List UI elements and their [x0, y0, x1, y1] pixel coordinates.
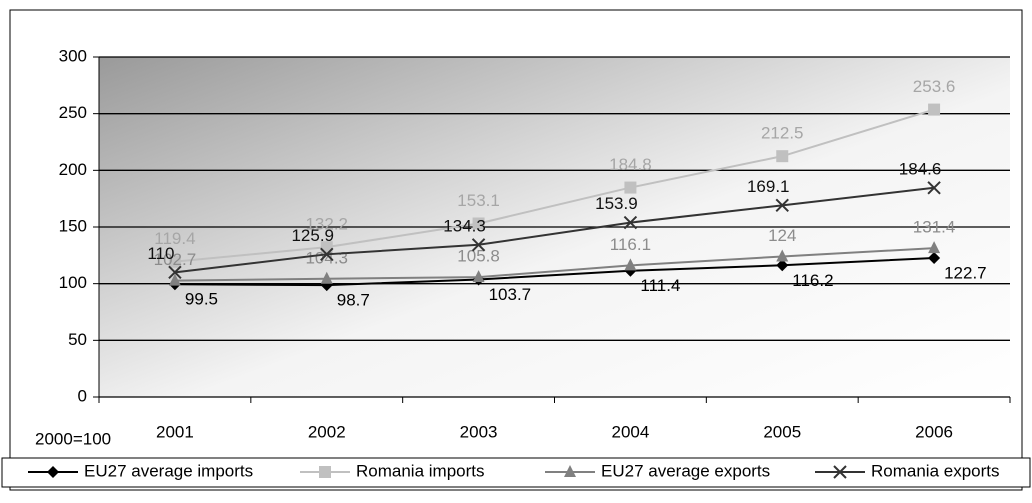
y-tick-label: 0	[78, 386, 87, 405]
data-label: 98.7	[337, 291, 370, 310]
data-label: 125.9	[291, 226, 334, 245]
point	[928, 241, 941, 254]
y-tick-label: 300	[59, 46, 87, 65]
legend-label: EU27 average exports	[601, 461, 770, 480]
data-label: 116.2	[792, 271, 833, 290]
point	[624, 258, 637, 271]
data-label: 169.1	[747, 177, 790, 196]
x-tick-label: 2006	[915, 422, 953, 441]
data-label: 116.1	[610, 235, 651, 254]
point	[776, 150, 789, 163]
point	[168, 273, 181, 286]
data-label: 119.4	[154, 229, 195, 248]
point	[928, 103, 941, 116]
legend-label: Romania imports	[356, 461, 485, 480]
point	[472, 270, 485, 283]
point	[624, 181, 637, 194]
point	[928, 251, 941, 264]
data-label: 99.5	[185, 290, 218, 309]
x-tick-label: 2002	[308, 422, 346, 441]
annotation: 2000=100	[35, 429, 111, 448]
data-label: 111.4	[640, 276, 680, 295]
data-label: 132.2	[305, 215, 348, 234]
data-label: 103.7	[489, 285, 532, 304]
series-line	[174, 256, 935, 287]
data-label: 153.1	[457, 191, 500, 210]
data-label: 104.3	[305, 248, 348, 267]
legend-marker	[833, 465, 847, 479]
y-tick-label: 150	[59, 216, 87, 235]
series-line	[174, 186, 935, 274]
y-tick-label: 100	[59, 273, 87, 292]
legend-label: Romania exports	[871, 461, 1000, 480]
legend-marker	[564, 465, 576, 477]
y-tick-label: 250	[59, 103, 87, 122]
data-label: 184.8	[609, 155, 652, 174]
point	[775, 198, 789, 213]
data-label: 122.7	[944, 263, 987, 282]
data-label: 212.5	[761, 124, 804, 143]
point	[776, 259, 789, 272]
legend-marker	[47, 466, 59, 478]
series-line	[174, 108, 935, 263]
point	[320, 271, 333, 284]
data-label: 153.9	[595, 194, 638, 213]
legend-marker	[319, 466, 331, 478]
point	[168, 265, 182, 280]
series-line	[174, 247, 935, 282]
point	[471, 238, 486, 252]
point	[927, 181, 941, 195]
x-tick-label: 2003	[460, 422, 498, 441]
data-label: 253.6	[913, 77, 956, 96]
point	[320, 247, 334, 262]
data-label: 131.4	[913, 218, 956, 237]
y-tick-label: 50	[68, 330, 87, 349]
data-label: 105.8	[457, 247, 500, 266]
data-label: 102.7	[154, 250, 197, 269]
x-tick-label: 2005	[763, 422, 801, 441]
point	[623, 215, 638, 230]
x-tick-label: 2004	[612, 422, 650, 441]
data-label: 134.3	[443, 216, 486, 235]
data-label: 184.6	[899, 159, 942, 178]
legend-label: EU27 average imports	[84, 461, 253, 480]
data-label: 124	[768, 226, 796, 245]
data-label: 110	[147, 244, 174, 263]
x-tick-label: 2001	[156, 422, 194, 441]
y-tick-label: 200	[59, 160, 87, 179]
point	[168, 255, 181, 268]
point	[776, 249, 789, 262]
point	[472, 217, 485, 230]
